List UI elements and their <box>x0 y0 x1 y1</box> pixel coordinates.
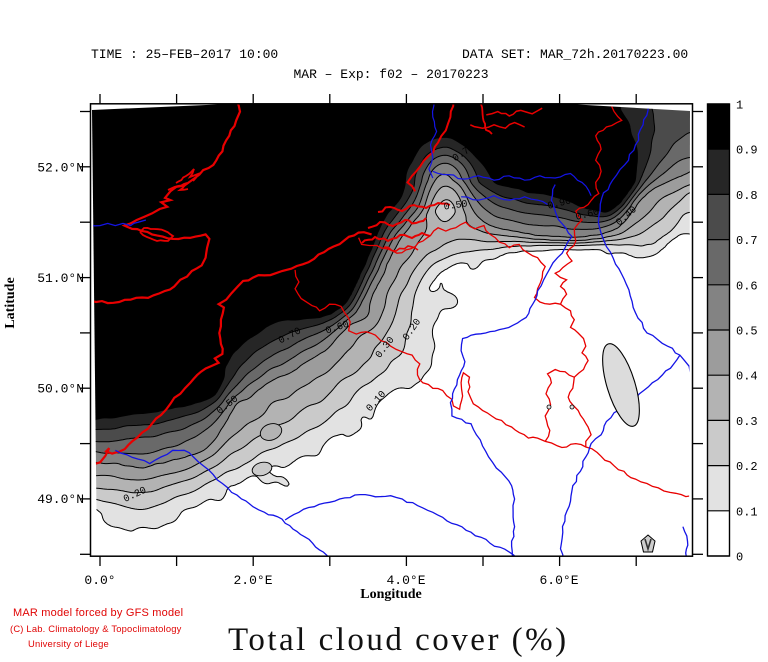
svg-text:0.1: 0.1 <box>736 505 758 519</box>
svg-text:0.0°: 0.0° <box>84 573 115 588</box>
svg-text:Total cloud cover (%): Total cloud cover (%) <box>228 622 569 658</box>
svg-text:4.0°E: 4.0°E <box>386 573 425 588</box>
svg-text:University of Liege: University of Liege <box>28 638 109 649</box>
svg-text:0.6: 0.6 <box>736 279 758 293</box>
svg-text:0.8: 0.8 <box>736 189 758 203</box>
svg-text:6.0°E: 6.0°E <box>539 573 578 588</box>
svg-text:52.0°N: 52.0°N <box>37 161 84 176</box>
svg-text:0.50: 0.50 <box>443 199 468 213</box>
svg-text:(C) Lab. Climatology & Topocli: (C) Lab. Climatology & Topoclimatology <box>10 623 182 634</box>
svg-text:Longitude: Longitude <box>360 587 421 602</box>
svg-text:0.4: 0.4 <box>736 370 758 384</box>
svg-text:0: 0 <box>736 551 743 565</box>
svg-text:DATA SET: MAR_72h.20170223.00: DATA SET: MAR_72h.20170223.00 <box>462 47 688 62</box>
svg-text:1: 1 <box>736 99 743 113</box>
svg-text:51.0°N: 51.0°N <box>37 271 84 286</box>
svg-text:49.0°N: 49.0°N <box>37 492 84 507</box>
svg-text:TIME : 25–FEB–2017 10:00: TIME : 25–FEB–2017 10:00 <box>91 47 278 62</box>
svg-text:Latitude: Latitude <box>3 277 18 328</box>
svg-text:MAR model forced by GFS model: MAR model forced by GFS model <box>13 607 183 619</box>
svg-text:2.0°E: 2.0°E <box>233 573 272 588</box>
svg-text:0.3: 0.3 <box>736 415 758 429</box>
svg-text:0.5: 0.5 <box>736 325 758 339</box>
svg-text:MAR – Exp: f02 – 20170223: MAR – Exp: f02 – 20170223 <box>293 67 488 82</box>
svg-text:0.7: 0.7 <box>736 234 758 248</box>
svg-text:0.2: 0.2 <box>736 460 758 474</box>
svg-text:0.9: 0.9 <box>736 144 758 158</box>
svg-text:50.0°N: 50.0°N <box>37 382 84 397</box>
